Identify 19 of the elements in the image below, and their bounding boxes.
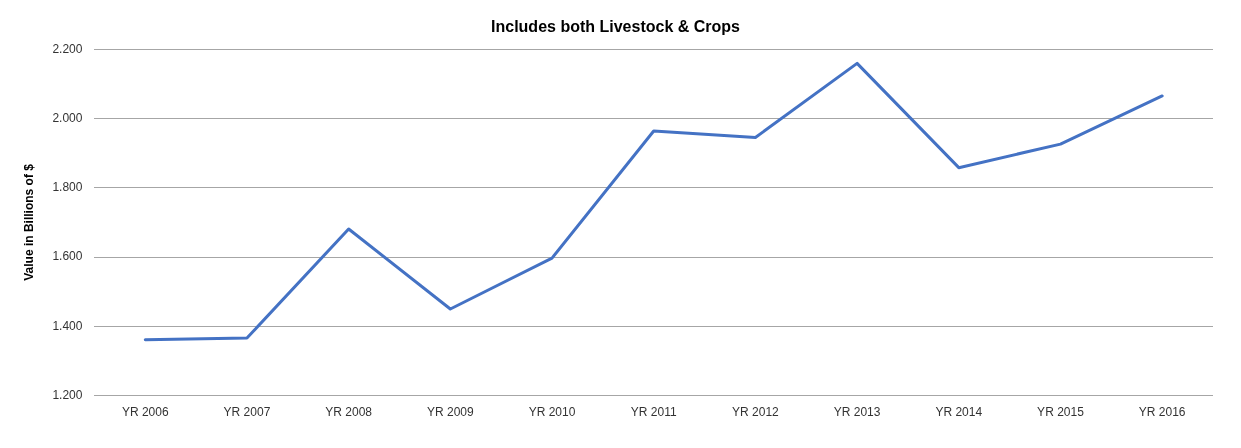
y-tick-label: 1.600 (52, 249, 83, 264)
y-tick-label: 1.800 (52, 180, 83, 195)
x-tick-label: YR 2012 (732, 405, 780, 420)
y-tick-label: 1.200 (52, 387, 83, 402)
y-tick-label: 2.200 (52, 41, 83, 56)
y-axis-title: Value in Billions of $ (21, 163, 36, 281)
x-tick-label: YR 2006 (121, 405, 169, 420)
x-tick-label: YR 2007 (223, 405, 271, 420)
x-tick-label: YR 2011 (630, 405, 677, 420)
x-tick-label: YR 2009 (426, 405, 475, 420)
x-tick-label: YR 2015 (1037, 405, 1085, 420)
x-tick-label: YR 2014 (935, 405, 983, 420)
x-tick-label: YR 2008 (325, 405, 373, 420)
x-tick-label: YR 2010 (528, 405, 576, 420)
y-tick-label: 2.000 (52, 110, 83, 125)
chart-title: Includes both Livestock & Crops (491, 18, 741, 36)
y-tick-label: 1.400 (52, 318, 83, 333)
x-tick-label: YR 2013 (833, 405, 881, 420)
x-tick-label: YR 2016 (1138, 405, 1186, 420)
